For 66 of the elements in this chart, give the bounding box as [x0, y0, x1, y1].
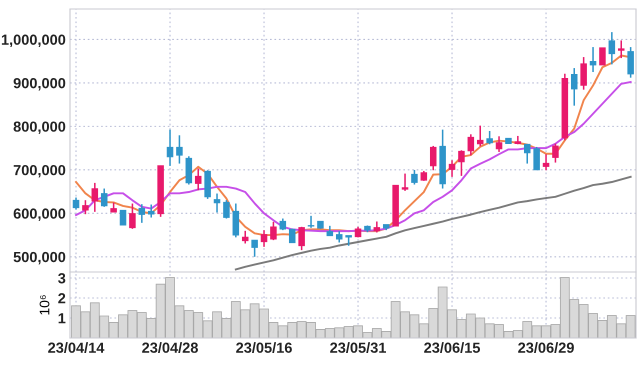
candlestick [214, 192, 220, 214]
candlestick [599, 46, 606, 66]
x-tick-label: 23/06/15 [424, 342, 480, 354]
candlestick [411, 169, 418, 186]
y-tick-label: 3 [58, 273, 66, 284]
candlestick [288, 228, 296, 244]
x-tick-label: 23/05/16 [236, 342, 292, 354]
y-tick-label: 900,000 [14, 78, 66, 90]
candlestick [92, 182, 98, 213]
candlestick [552, 142, 559, 164]
y-tick-label: 600,000 [14, 208, 66, 221]
candlestick [590, 46, 596, 73]
candlestick [476, 124, 484, 148]
candlestick [336, 230, 342, 244]
candlestick [166, 128, 174, 167]
candlestick [129, 202, 136, 230]
candlestick [72, 196, 80, 210]
candlestick [280, 218, 286, 231]
candlestick [420, 170, 428, 182]
candlestick [326, 225, 334, 237]
candlestick [468, 134, 474, 156]
y-tick-label: 1 [58, 313, 66, 324]
y-axis-title: 10⁶ [40, 295, 50, 315]
candlestick [458, 150, 465, 177]
candlestick [533, 146, 540, 171]
candlestick [138, 203, 146, 224]
candlestick [176, 134, 183, 164]
candlestick [542, 154, 550, 171]
candlestick [618, 40, 625, 59]
candlestick [486, 130, 493, 146]
x-tick-label: 23/05/31 [330, 342, 386, 354]
candlestick [374, 220, 380, 234]
candlestick [496, 136, 502, 153]
y-tick-label: 700,000 [14, 164, 66, 178]
y-tick-label: 500,000 [14, 252, 66, 264]
line-series [234, 176, 632, 270]
x-tick-label: 23/04/28 [142, 342, 198, 354]
candlestick [524, 144, 530, 164]
y-tick-label: 2 [58, 293, 66, 304]
x-tick-label: 23/04/14 [48, 342, 104, 354]
candlestick [354, 226, 362, 238]
candlestick [242, 230, 248, 244]
candlestick [251, 239, 258, 258]
candlestick [345, 234, 352, 247]
candlestick [194, 168, 202, 191]
candlestick [232, 202, 240, 238]
candlestick [270, 221, 277, 241]
candlestick [570, 67, 578, 106]
candlestick [100, 188, 108, 208]
y-tick-label: 1,000,000 [2, 34, 66, 47]
candlestick [627, 46, 634, 78]
candlestick [448, 159, 456, 178]
candlestick [580, 56, 587, 90]
candlestick [308, 215, 314, 229]
candlestick [82, 199, 89, 215]
candlestick [120, 210, 126, 226]
x-tick-label: 23/06/29 [518, 342, 574, 354]
candlestick [260, 229, 268, 248]
candlestick [223, 199, 230, 220]
candlestick [298, 226, 305, 251]
candlestick [402, 172, 408, 192]
y-tick-label: 800,000 [14, 121, 66, 134]
candlestick [430, 145, 436, 171]
candlestick [110, 202, 117, 213]
candlestick [148, 204, 154, 218]
candlestick [608, 31, 616, 66]
